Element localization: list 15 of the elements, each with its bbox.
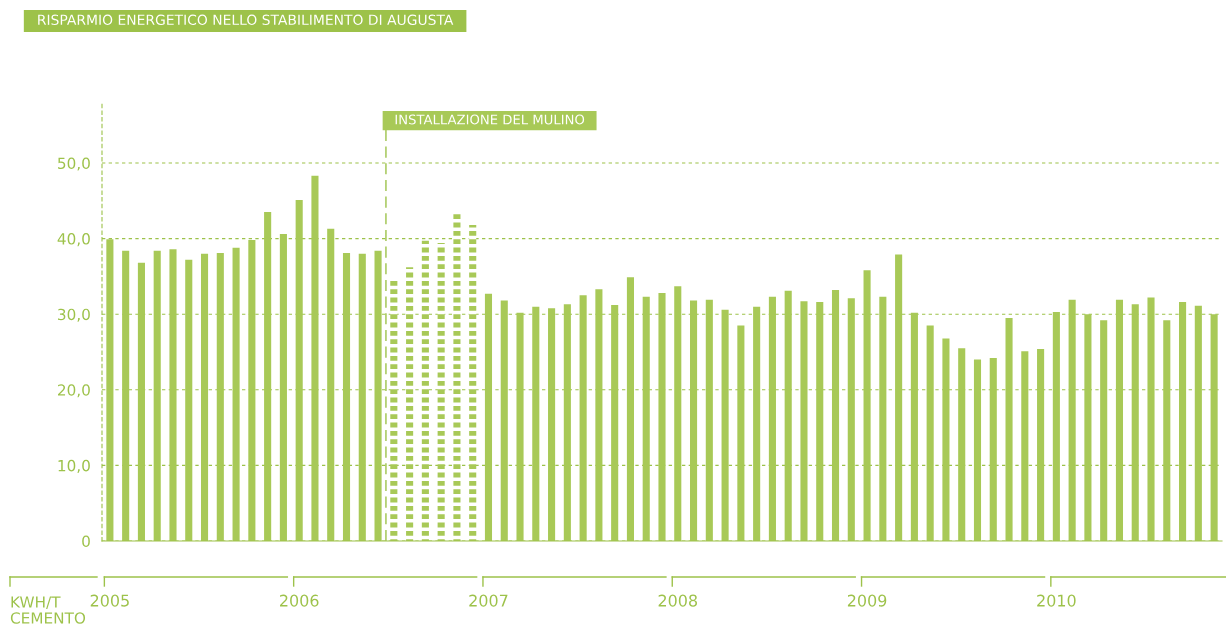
y-tick-label: 30,0 (58, 308, 90, 322)
x-tick-label: 2009 (847, 594, 887, 607)
x-tick-label: 2005 (90, 594, 129, 607)
chart-title: RISPARMIO ENERGETICO NELLO STABILIMENTO DI AUGUSTA (38, 14, 454, 26)
x-tick-label: 2010 (1037, 594, 1076, 607)
x-tick-label: 2008 (658, 594, 698, 607)
text: INSTALLAZIONE DEL MULINO (395, 114, 585, 125)
y-tick-label: 0 (82, 535, 90, 548)
y-tick-label: 20,0 (57, 384, 90, 398)
y-tick-label: 40,0 (57, 233, 90, 247)
y-tick-label: 10,0 (58, 459, 90, 473)
y-tick-label: 50,0 (58, 157, 90, 171)
y-axis-title: KWH/T CEMENTO (10, 596, 86, 624)
x-tick-label: 2007 (469, 594, 508, 607)
x-tick-label: 2006 (280, 594, 319, 607)
